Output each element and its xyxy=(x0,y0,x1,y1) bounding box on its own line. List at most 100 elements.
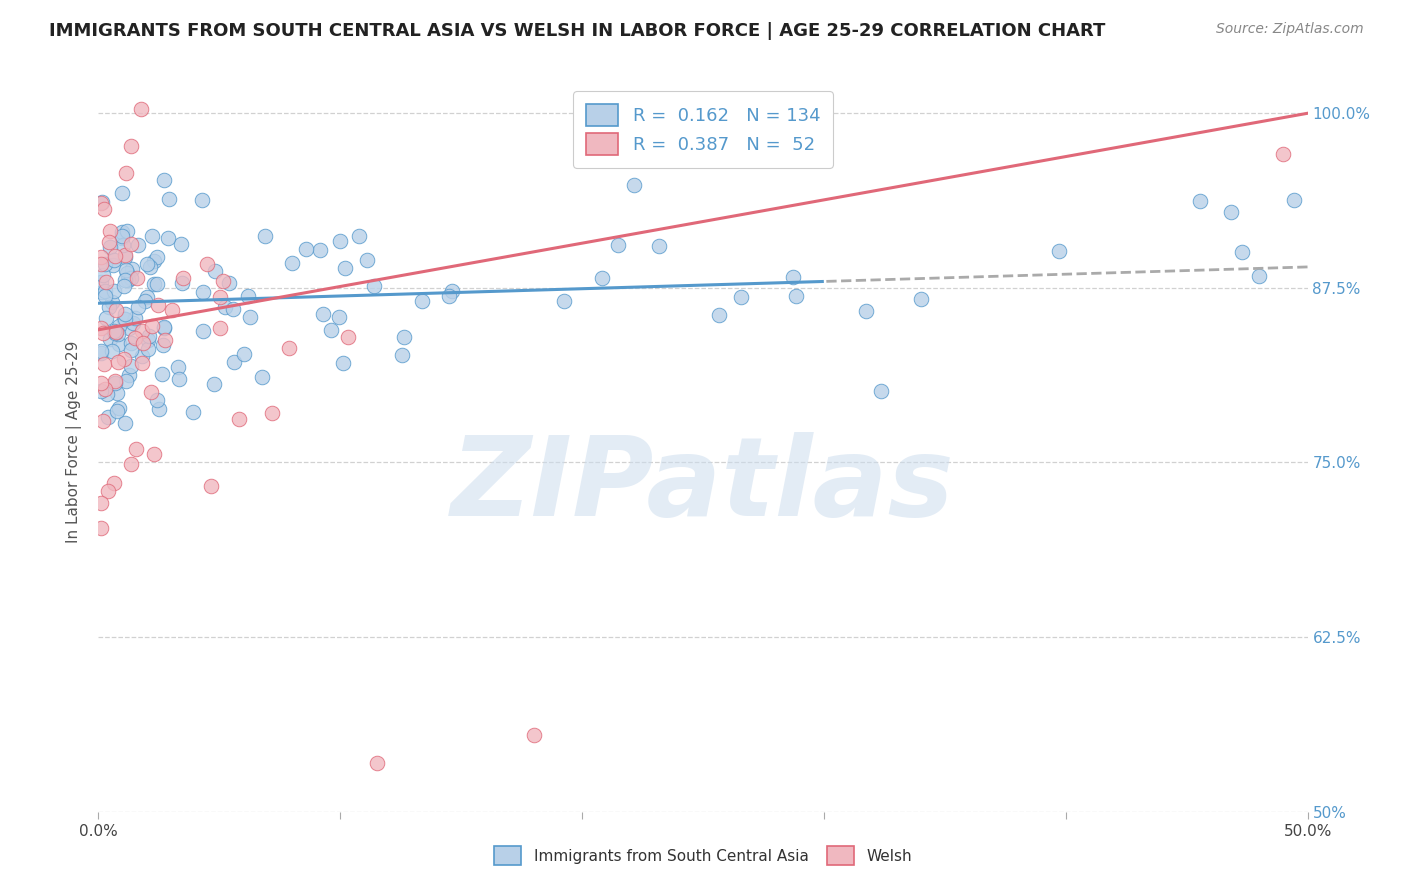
Point xyxy=(607,238,630,252)
Point xyxy=(103,285,125,299)
Point xyxy=(120,343,142,357)
Point xyxy=(142,253,165,268)
Point xyxy=(191,324,214,338)
Point xyxy=(115,262,138,277)
Point xyxy=(101,344,124,359)
Point xyxy=(356,253,378,268)
Point xyxy=(120,336,142,351)
Point xyxy=(278,342,301,356)
Point xyxy=(111,228,134,243)
Point xyxy=(118,368,141,382)
Point xyxy=(167,371,190,385)
Point xyxy=(172,276,194,290)
Point xyxy=(335,260,357,275)
Point xyxy=(869,384,891,399)
Point xyxy=(146,277,169,291)
Point xyxy=(103,249,125,263)
Point xyxy=(440,285,463,299)
Point xyxy=(104,376,127,390)
Point xyxy=(112,312,135,326)
Legend: Immigrants from South Central Asia, Welsh: Immigrants from South Central Asia, Wels… xyxy=(488,840,918,871)
Point xyxy=(363,279,385,293)
Point xyxy=(162,302,184,317)
Y-axis label: In Labor Force | Age 25-29: In Labor Force | Age 25-29 xyxy=(66,341,83,542)
Point xyxy=(191,285,214,300)
Point xyxy=(97,301,120,315)
Point xyxy=(146,298,169,312)
Point xyxy=(94,382,117,396)
Point xyxy=(1047,244,1070,259)
Point xyxy=(591,270,613,285)
Point xyxy=(152,320,174,334)
Point xyxy=(110,231,132,245)
Point xyxy=(782,269,804,284)
Point xyxy=(103,252,125,267)
Point xyxy=(152,338,174,352)
Point xyxy=(117,320,139,334)
Point xyxy=(93,284,115,298)
Point xyxy=(90,250,112,264)
Point xyxy=(295,243,318,257)
Point xyxy=(855,304,877,318)
Point xyxy=(90,320,112,334)
Point xyxy=(93,257,115,271)
Point xyxy=(131,350,153,364)
Point xyxy=(153,321,176,335)
Point xyxy=(238,289,260,303)
Point xyxy=(153,173,176,187)
Point xyxy=(112,279,135,293)
Point xyxy=(523,728,546,742)
Point xyxy=(131,324,153,338)
Point xyxy=(98,240,121,254)
Point xyxy=(120,271,142,285)
Point xyxy=(112,352,135,367)
Point xyxy=(209,290,232,304)
Point xyxy=(329,234,352,248)
Point xyxy=(127,238,149,252)
Point xyxy=(139,260,162,275)
Point xyxy=(222,302,245,317)
Point xyxy=(98,224,121,238)
Point xyxy=(90,521,112,535)
Point xyxy=(212,274,235,288)
Point xyxy=(209,321,232,335)
Point xyxy=(131,356,153,370)
Point xyxy=(336,329,359,343)
Point xyxy=(97,410,120,425)
Point xyxy=(1249,269,1271,284)
Point xyxy=(553,293,575,308)
Point xyxy=(104,325,127,339)
Point xyxy=(90,285,112,300)
Point xyxy=(366,756,388,770)
Point xyxy=(93,202,115,216)
Point xyxy=(103,324,125,338)
Point xyxy=(312,307,335,321)
Point xyxy=(115,374,138,388)
Point xyxy=(90,384,112,398)
Point xyxy=(157,192,180,206)
Point xyxy=(250,370,273,384)
Point xyxy=(143,277,166,291)
Point xyxy=(214,300,236,314)
Point xyxy=(134,293,156,308)
Point xyxy=(90,346,112,360)
Point xyxy=(136,333,159,347)
Point xyxy=(121,262,143,277)
Point xyxy=(260,406,283,420)
Point xyxy=(202,377,225,392)
Point xyxy=(131,335,153,350)
Point xyxy=(97,235,120,249)
Point xyxy=(1188,194,1211,209)
Point xyxy=(97,483,120,498)
Point xyxy=(90,495,112,509)
Point xyxy=(94,289,117,303)
Point xyxy=(141,318,163,333)
Point xyxy=(391,348,413,362)
Point xyxy=(103,476,125,491)
Point xyxy=(96,387,118,401)
Point xyxy=(138,329,160,343)
Point xyxy=(114,416,136,430)
Point xyxy=(183,405,205,419)
Point xyxy=(124,331,146,345)
Point xyxy=(107,401,129,415)
